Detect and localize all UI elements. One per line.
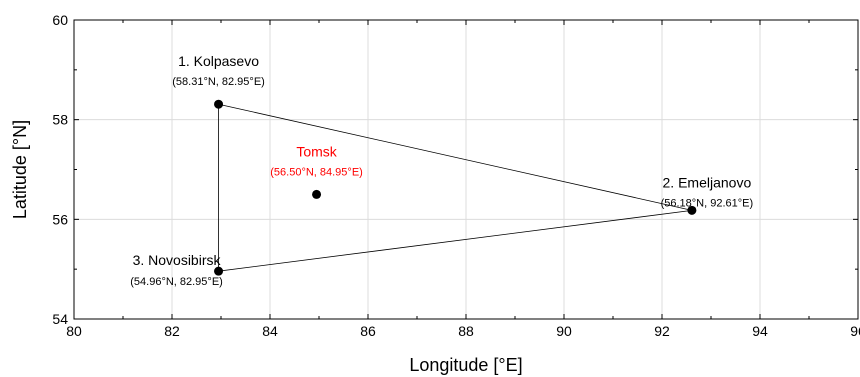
data-point (214, 266, 224, 276)
point-name-label: 1. Kolpasevo (178, 53, 259, 69)
x-tick-label: 96 (850, 323, 860, 339)
point-group: Tomsk (56.50°N, 84.95°E) (270, 143, 363, 199)
point-coord-label: (56.18°N, 92.61°E) (661, 197, 754, 209)
triangle-outline (218, 103, 692, 272)
point-name-label: 2. Emeljanovo (663, 174, 752, 190)
points-layer: 1. Kolpasevo (58.31°N, 82.95°E) 2. Emeljan… (130, 53, 753, 288)
point-group: 3. Novosibirsk (54.96°N, 82.95°E) (130, 252, 224, 288)
y-tick-label: 56 (52, 211, 68, 227)
y-axis-label: Latitude [°N] (10, 120, 30, 219)
y-tick-label: 54 (52, 311, 68, 327)
y-tick-label: 60 (52, 12, 68, 28)
point-coord-label: (54.96°N, 82.95°E) (130, 276, 223, 288)
x-tick-label: 86 (360, 323, 376, 339)
point-coord-label: (56.50°N, 84.95°E) (270, 166, 363, 178)
data-point (214, 99, 224, 109)
point-name-label: Tomsk (296, 143, 337, 159)
data-point (312, 189, 322, 199)
x-tick-label: 88 (458, 323, 474, 339)
point-group: 2. Emeljanovo (56.18°N, 92.61°E) (661, 174, 754, 215)
point-name-label: 3. Novosibirsk (133, 252, 222, 268)
x-tick-label: 84 (262, 323, 278, 339)
x-tick-labels: 80 82 84 86 88 90 92 94 96 (66, 323, 860, 339)
data-point (687, 205, 697, 215)
x-axis-label: Longitude [°E] (409, 355, 522, 375)
axis-ticks (73, 19, 859, 320)
x-tick-label: 92 (654, 323, 670, 339)
y-tick-label: 58 (52, 112, 68, 128)
point-coord-label: (58.31°N, 82.95°E) (172, 76, 265, 88)
point-group: 1. Kolpasevo (58.31°N, 82.95°E) (172, 53, 265, 109)
x-tick-label: 90 (556, 323, 572, 339)
x-tick-label: 94 (752, 323, 768, 339)
y-tick-labels: 54 56 58 60 (52, 12, 68, 327)
x-tick-label: 82 (164, 323, 180, 339)
x-tick-label: 80 (66, 323, 82, 339)
